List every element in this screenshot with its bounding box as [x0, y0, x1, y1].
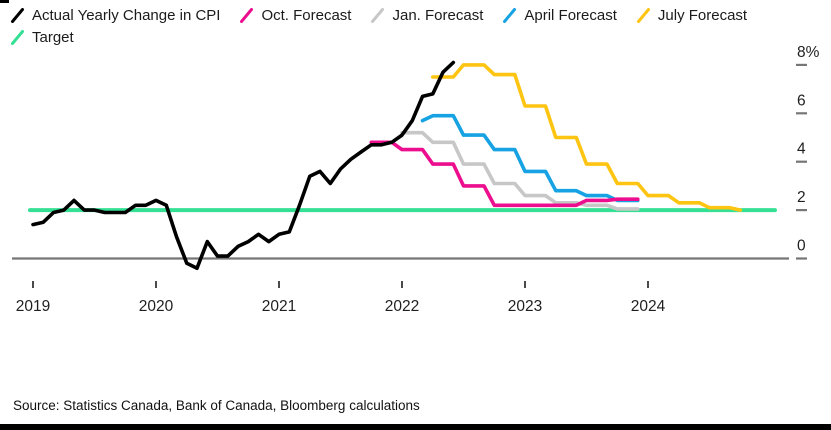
series-line-oct-forecast [369, 140, 640, 208]
source-attribution: Source: Statistics Canada, Bank of Canad… [13, 398, 420, 413]
slash-icon [371, 8, 385, 23]
legend-label: Jan. Forecast [392, 7, 484, 24]
series-line-jan-forecast [400, 130, 640, 211]
series-line-april-forecast [420, 113, 640, 203]
x-axis-label: 2023 [508, 298, 542, 315]
y-axis-label: 0 [797, 238, 806, 255]
series-line-july-forecast [430, 63, 743, 212]
x-axis-label: 2022 [385, 298, 419, 315]
legend-label: Oct. Forecast [261, 7, 352, 24]
slash-icon [503, 8, 517, 23]
legend-item-target: Target [10, 27, 74, 48]
corner-mark [0, 0, 9, 3]
legend-label: April Forecast [524, 7, 617, 24]
bottom-rule [0, 424, 831, 430]
y-axis-label: 2 [797, 189, 806, 206]
series-line-actual-yearly-change-in-cpi [31, 60, 456, 271]
slash-icon [240, 8, 254, 23]
x-axis-label: 2019 [16, 298, 50, 315]
legend-label: July Forecast [657, 7, 748, 24]
legend-item-actual: Actual Yearly Change in CPI [10, 5, 220, 26]
chart-legend: Actual Yearly Change in CPI Oct. Forecast… [10, 5, 822, 48]
y-axis-label: 4 [797, 141, 806, 158]
legend-label: Target [32, 29, 74, 46]
y-axis-label: 6 [797, 92, 806, 109]
legend-item-april: April Forecast [502, 5, 617, 26]
slash-icon [636, 8, 650, 23]
slash-icon [11, 30, 24, 45]
x-axis-label: 2020 [139, 298, 174, 315]
y-axis-label: 8% [797, 44, 820, 61]
slash-icon [11, 8, 24, 23]
legend-item-jan: Jan. Forecast [370, 5, 483, 26]
x-axis-label: 2021 [262, 298, 296, 315]
legend-item-july: July Forecast [636, 5, 747, 26]
legend-item-oct: Oct. Forecast [239, 5, 351, 26]
x-axis-label: 2024 [631, 298, 666, 315]
legend-label: Actual Yearly Change in CPI [32, 7, 221, 24]
